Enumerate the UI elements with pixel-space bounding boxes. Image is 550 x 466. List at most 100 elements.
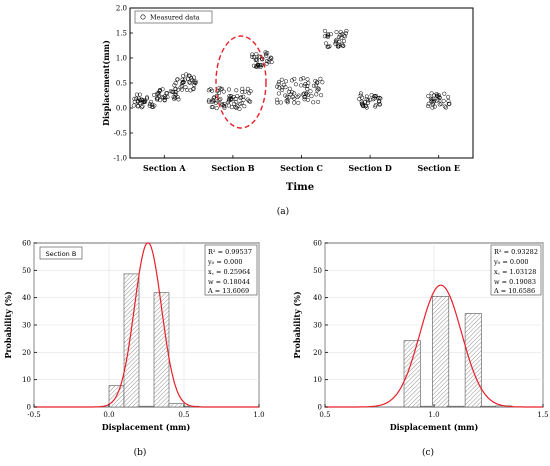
histogram-bar	[123, 273, 140, 408]
data-point	[287, 86, 292, 91]
data-point	[193, 80, 198, 85]
data-point	[298, 77, 303, 82]
title-box-label: Section B	[46, 250, 77, 258]
data-point	[218, 96, 223, 102]
data-point	[279, 77, 284, 82]
data-point	[172, 83, 177, 88]
data-point	[144, 96, 149, 101]
data-point	[283, 79, 288, 84]
title-box-frame	[39, 246, 83, 260]
data-point	[243, 89, 248, 94]
data-point	[285, 98, 290, 103]
data-point	[318, 76, 323, 81]
y-tick-label: 0	[318, 404, 322, 412]
data-point	[215, 89, 220, 94]
data-point	[263, 52, 268, 57]
data-point	[256, 54, 261, 59]
data-point	[222, 104, 227, 109]
data-point	[324, 41, 329, 46]
data-point	[175, 77, 180, 82]
y-tick-label: 0.0	[116, 105, 127, 113]
data-point	[227, 94, 232, 99]
data-point	[377, 102, 382, 107]
data-point	[219, 101, 225, 106]
data-point	[151, 104, 156, 109]
data-point	[373, 103, 378, 108]
data-point	[341, 39, 347, 44]
data-point	[161, 95, 166, 100]
stats-box-frame	[490, 244, 542, 296]
data-point	[296, 100, 301, 105]
data-point	[173, 92, 178, 97]
panel-b-y-axis-label: Probability (%)	[3, 291, 13, 359]
data-point	[311, 83, 316, 88]
stats-line-y0: y₀ = 0.000	[207, 258, 242, 266]
legend-marker	[140, 14, 146, 20]
data-point	[369, 93, 374, 98]
data-point	[187, 80, 192, 85]
legend-label: Measured data	[150, 14, 200, 22]
data-point	[292, 100, 297, 105]
data-point	[250, 54, 255, 59]
panel-c-histogram-bars	[403, 295, 513, 408]
x-tick-label: Section A	[143, 163, 186, 173]
data-point	[131, 103, 136, 108]
data-point	[193, 79, 198, 84]
data-point	[377, 95, 382, 100]
data-point	[275, 100, 280, 105]
data-point	[187, 73, 192, 78]
data-point	[302, 97, 307, 102]
y-tick-label: 2.0	[116, 5, 127, 13]
data-point	[235, 94, 240, 99]
data-point	[305, 97, 311, 102]
data-point	[254, 58, 260, 63]
data-point	[239, 95, 244, 100]
data-point	[327, 44, 332, 49]
data-point	[184, 72, 189, 77]
data-point	[241, 97, 246, 102]
data-point	[222, 105, 227, 110]
data-point	[240, 86, 245, 91]
data-point	[292, 91, 297, 96]
data-point	[436, 94, 441, 99]
data-point	[189, 76, 194, 81]
data-point	[364, 94, 369, 99]
data-point	[228, 96, 233, 101]
panel-b-stats-box: R² = 0.99537 y₀ = 0.000 x꜀ = 0.25964 w =…	[204, 244, 258, 296]
data-point	[276, 79, 281, 85]
data-point	[254, 57, 259, 62]
stats-line-w: w = 0.18044	[208, 278, 250, 286]
stats-line-a: A = 10.6586	[493, 287, 535, 295]
data-point	[446, 94, 451, 100]
data-point	[188, 81, 193, 86]
panel-b-y-ticks: 0 10 20 30 40 50 60	[22, 240, 37, 412]
panel-c-gaussian-fit-curve	[325, 284, 543, 408]
data-point	[248, 99, 253, 104]
data-point	[338, 33, 343, 38]
data-point	[183, 85, 188, 90]
data-point	[263, 50, 268, 55]
data-point	[360, 95, 365, 100]
data-point	[328, 32, 333, 37]
data-point	[301, 92, 306, 97]
panel-b: 0 10 20 30 40 50 60 -0.5 0.0 0.5 1.0 Section B R²…	[3, 240, 265, 459]
data-point	[430, 105, 435, 110]
data-point	[296, 93, 301, 98]
data-point	[191, 87, 196, 92]
data-point	[365, 100, 371, 105]
panel-a: -1.0-0.50.00.51.01.52.0 Section A Section…	[101, 5, 474, 217]
data-point	[245, 86, 251, 91]
panel-c-y-ticks: 0 10 20 30 40 50 60	[313, 240, 328, 412]
data-point	[206, 88, 211, 93]
y-tick-label: 10	[22, 376, 31, 384]
section-b-highlight-ellipse	[215, 35, 267, 129]
data-point	[238, 95, 243, 100]
data-point	[315, 80, 320, 85]
data-point	[316, 99, 321, 104]
panel-a-scatter-points	[131, 28, 452, 112]
data-point	[429, 99, 434, 104]
data-point	[361, 103, 366, 108]
data-point	[221, 89, 226, 94]
data-point	[437, 95, 442, 100]
data-point	[226, 103, 231, 108]
